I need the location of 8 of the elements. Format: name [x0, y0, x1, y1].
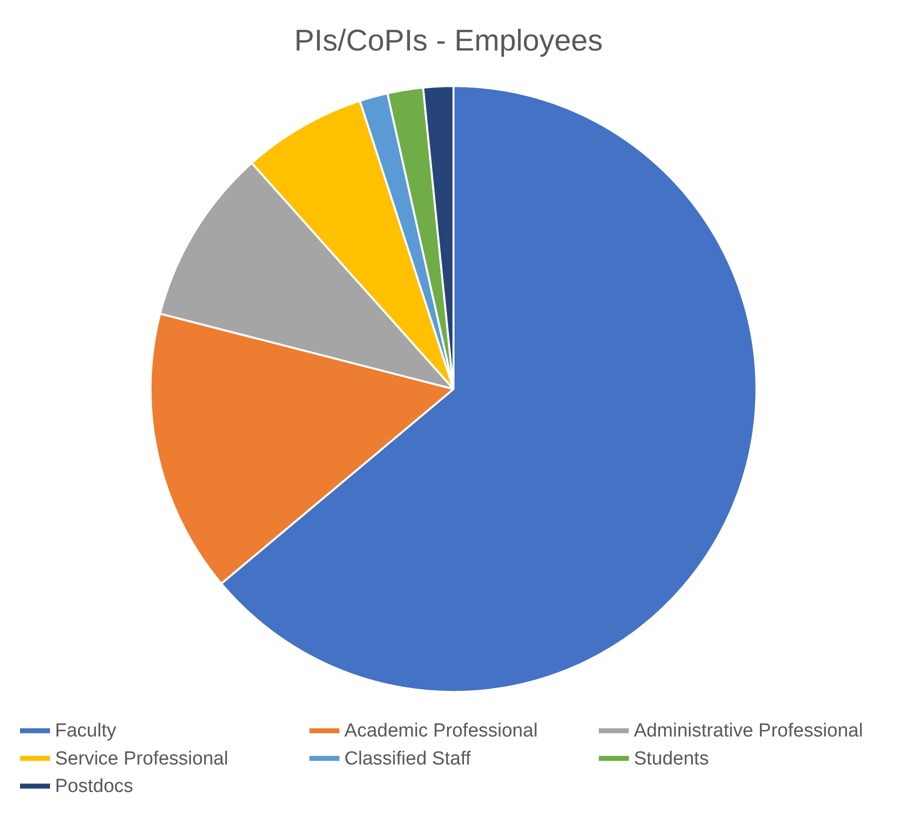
chart-title: PIs/CoPIs - Employees: [294, 24, 603, 58]
legend-label: Postdocs: [55, 776, 134, 798]
legend-label: Classified Staff: [344, 748, 472, 770]
legend-label: Academic Professional: [344, 720, 538, 742]
legend-label: Faculty: [55, 720, 117, 742]
legend-label: Students: [634, 748, 709, 770]
legend-label: Administrative Professional: [634, 720, 863, 742]
legend-label: Service Professional: [55, 748, 228, 770]
